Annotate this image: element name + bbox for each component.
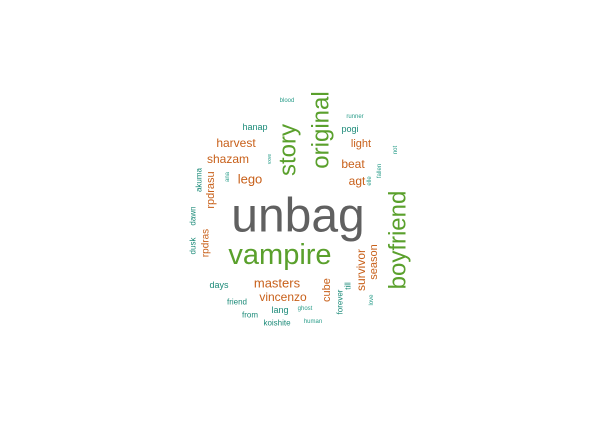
word-days: days [209, 280, 229, 290]
word-shazam: shazam [207, 152, 249, 166]
word-harvest: harvest [216, 136, 256, 150]
word-akuma: akuma [195, 167, 204, 192]
word-unbag: unbag [231, 190, 364, 243]
word-pogi: pogi [341, 124, 358, 134]
word-boyfriend: boyfriend [385, 191, 412, 290]
word-runner: runner [346, 114, 363, 120]
word-not: not [393, 145, 399, 154]
word-hanap: hanap [242, 122, 267, 132]
word-forever: forever [336, 289, 345, 314]
word-vincenzo: vincenzo [259, 290, 307, 304]
word-lang: lang [271, 305, 288, 315]
word-beat: beat [341, 157, 365, 171]
word-ghost: ghost [298, 306, 313, 312]
word-human: human [304, 319, 322, 325]
word-agt: agt [349, 174, 366, 188]
word-vxve: vxve [267, 154, 273, 165]
word-dawn: dawn [189, 206, 198, 225]
word-koishite: koishite [263, 319, 291, 328]
word-cube: cube [321, 278, 333, 302]
word-from: from [242, 311, 258, 320]
word-ana: ana [225, 171, 231, 182]
word-story: story [275, 124, 302, 176]
word-rpdrasu: rpdrasu [205, 171, 217, 208]
word-blood: blood [280, 98, 295, 104]
word-original: original [308, 91, 335, 168]
word-masters: masters [254, 276, 301, 291]
word-light: light [351, 138, 371, 150]
word-dusk: dusk [189, 237, 198, 255]
word-till: till [344, 282, 353, 290]
word-love: love [369, 294, 375, 306]
word-friend: friend [227, 298, 247, 307]
word-fallen: fallen [377, 164, 383, 178]
word-elle: elle [367, 176, 373, 186]
word-season: season [368, 244, 380, 279]
word-rpdras: rpdras [201, 229, 212, 257]
word-lego: lego [238, 172, 263, 187]
word-vampire: vampire [228, 239, 331, 271]
word-survivor: survivor [354, 249, 368, 291]
